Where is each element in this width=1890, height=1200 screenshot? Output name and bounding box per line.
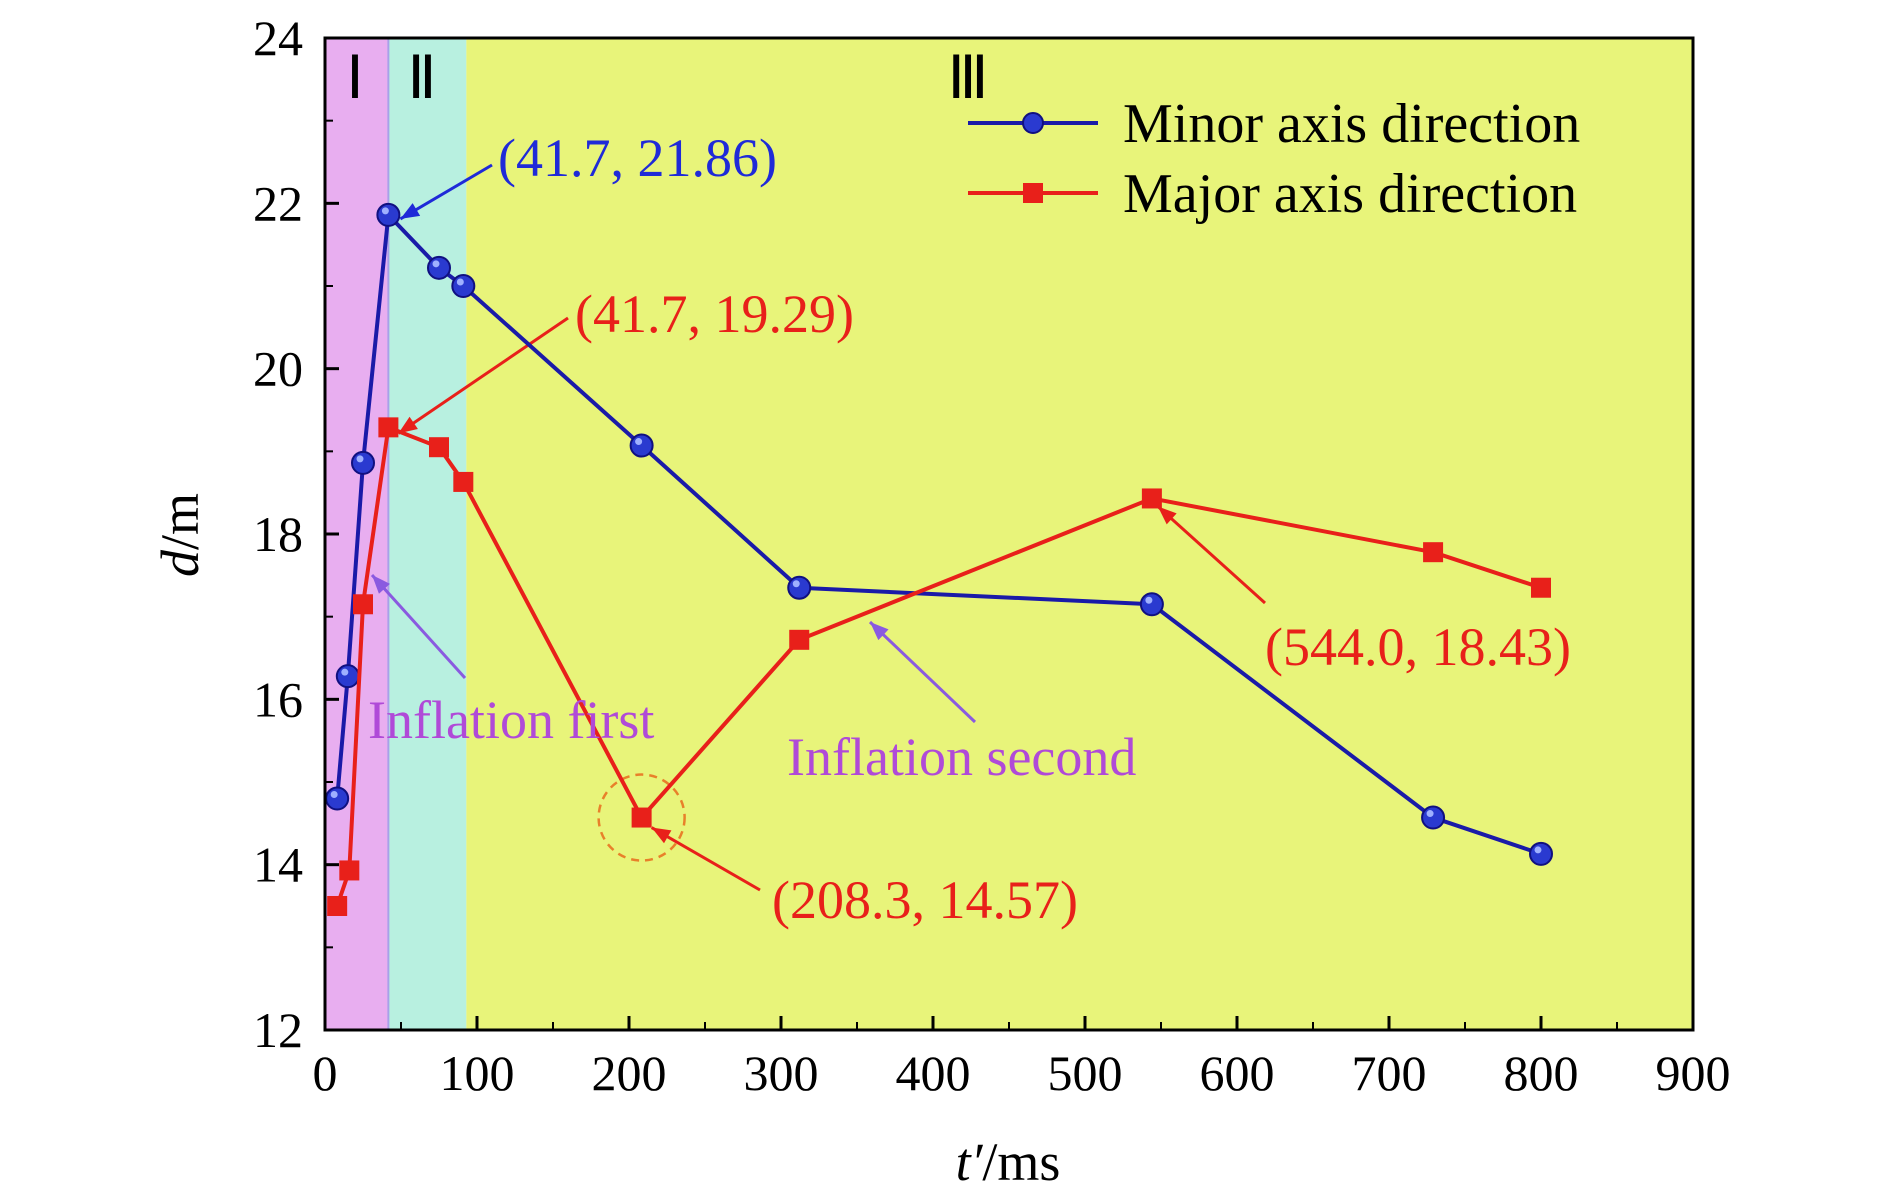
y-tick-label: 20 [253, 341, 303, 397]
annotation-inflation-first: Inflation first [368, 690, 654, 750]
region-backgrounds [325, 38, 1693, 1030]
legend-marker-major [1023, 183, 1043, 203]
series-layer [325, 202, 1553, 916]
arrow-second-peak-major [1156, 505, 1267, 605]
arrow-min-major-head [651, 827, 672, 844]
y-axis-title: d/m [150, 493, 210, 577]
point-major [339, 860, 360, 881]
arrow-inflation-first-head [372, 575, 390, 594]
y-tick-label: 22 [253, 175, 303, 231]
point-minor-highlight [792, 580, 800, 588]
annotation-inflation-second: Inflation second [787, 727, 1136, 787]
x-tick-label: 400 [896, 1045, 971, 1101]
point-major [327, 896, 348, 916]
y-tick-label: 12 [253, 1002, 303, 1058]
arrow-peak-major-head [398, 416, 418, 434]
point-minor-highlight [432, 260, 440, 268]
arrow-inflation-first [370, 573, 467, 680]
y-axis-ticks: 12 14 16 18 20 22 24 [253, 10, 339, 1058]
point-minor [1421, 805, 1446, 830]
arrow-inflation-second [868, 620, 977, 724]
point-minor-highlight [1145, 596, 1153, 604]
point-minor-highlight [341, 668, 349, 676]
point-major [453, 471, 474, 492]
point-major [1423, 542, 1444, 563]
y-tick-label: 14 [253, 837, 303, 893]
y-tick-label: 16 [253, 671, 303, 727]
x-tick-label: 300 [744, 1045, 819, 1101]
point-minor [787, 575, 812, 600]
x-tick-label: 700 [1352, 1045, 1427, 1101]
point-minor [1139, 592, 1164, 617]
region-label-1: Ⅰ [346, 45, 364, 111]
annotation-arrows [370, 163, 1267, 892]
region-label-2: Ⅱ [407, 45, 437, 111]
plot-frame [323, 36, 1695, 1032]
arrow-second-peak-major-head [1157, 506, 1177, 525]
annotation-peak-minor: (41.7, 21.86) [498, 128, 777, 188]
point-minor-highlight [635, 438, 643, 446]
point-minor [1529, 841, 1553, 866]
point-major [789, 629, 810, 650]
arrow-inflation-second-head [870, 622, 889, 641]
point-major [353, 594, 373, 615]
x-tick-label: 100 [440, 1045, 515, 1101]
legend-label-minor: Minor axis direction [1123, 93, 1580, 155]
annotation-peak-major: (41.7, 19.29) [575, 284, 854, 344]
point-major [1141, 488, 1162, 509]
arrow-min-major [650, 826, 761, 892]
point-minor [351, 450, 375, 475]
region-label-3: Ⅲ [947, 45, 988, 111]
point-minor-highlight [1426, 810, 1434, 818]
legend-label-major: Major axis direction [1123, 163, 1577, 225]
x-axis-ticks: 0 100 200 300 400 500 600 700 800 900 [313, 1016, 1731, 1101]
point-major [1531, 577, 1551, 598]
y-tick-label: 18 [253, 506, 303, 562]
point-minor [629, 433, 654, 458]
arrow-peak-major [397, 316, 569, 435]
point-major [631, 807, 652, 828]
legend: Minor axis direction Major axis directio… [968, 93, 1580, 225]
min-circle [597, 773, 686, 862]
point-minor-highlight [1534, 846, 1542, 854]
annotation-second-peak-major: (544.0, 18.43) [1265, 617, 1571, 677]
annotation-min-major: (208.3, 14.57) [772, 870, 1078, 930]
point-major [429, 437, 449, 458]
x-tick-label: 900 [1656, 1045, 1731, 1101]
point-minor-highlight [381, 207, 389, 215]
point-minor [427, 255, 451, 280]
point-major [378, 417, 399, 438]
point-minor-highlight [330, 791, 338, 799]
point-minor-highlight [356, 455, 364, 463]
region-bg-3 [466, 38, 1693, 1030]
x-axis-title: t′/ms [956, 1132, 1061, 1192]
legend-marker-minor [1022, 112, 1044, 134]
x-tick-label: 0 [313, 1045, 338, 1101]
point-minor [335, 664, 360, 689]
point-minor [376, 202, 401, 227]
arrow-peak-minor-head [400, 203, 421, 219]
x-tick-label: 600 [1200, 1045, 1275, 1101]
point-minor [325, 786, 350, 811]
point-minor-highlight [456, 278, 464, 286]
x-tick-label: 800 [1504, 1045, 1579, 1101]
y-tick-label: 24 [253, 10, 303, 66]
point-minor [451, 274, 476, 298]
x-tick-label: 200 [592, 1045, 667, 1101]
minimum-highlight-circle [597, 773, 686, 862]
x-tick-label: 500 [1048, 1045, 1123, 1101]
